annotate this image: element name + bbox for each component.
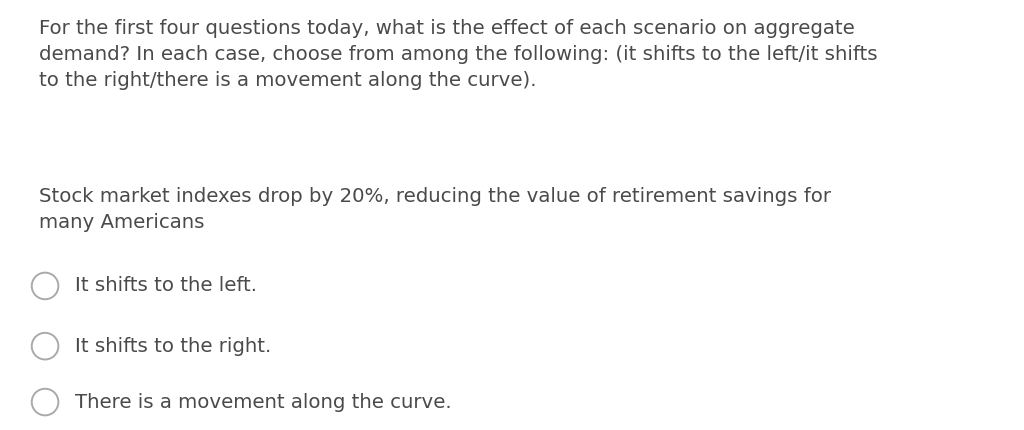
Text: It shifts to the left.: It shifts to the left. xyxy=(75,276,257,295)
Text: Stock market indexes drop by 20%, reducing the value of retirement savings for
m: Stock market indexes drop by 20%, reduci… xyxy=(39,187,830,232)
Text: For the first four questions today, what is the effect of each scenario on aggre: For the first four questions today, what… xyxy=(39,19,878,90)
Text: It shifts to the right.: It shifts to the right. xyxy=(75,337,271,356)
Text: There is a movement along the curve.: There is a movement along the curve. xyxy=(75,393,452,412)
